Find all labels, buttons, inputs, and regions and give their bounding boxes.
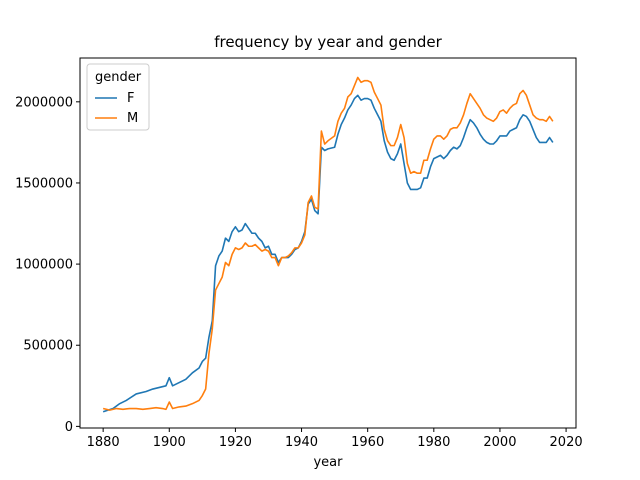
series-line-M: [102, 76, 554, 411]
x-tick-label-1920: 1920: [219, 435, 252, 450]
legend-label-F: F: [127, 91, 134, 106]
y-tick-label-0: 0: [65, 420, 73, 435]
plot-frame: [79, 57, 577, 429]
x-axis-ticks: 1880 1900 1920 1940 1960 1980 2000 2020: [87, 428, 583, 450]
legend-items: FM: [95, 91, 138, 126]
y-tick-label-500000: 500000: [23, 339, 73, 354]
chart-title: frequency by year and gender: [214, 33, 442, 51]
x-tick-label-2020: 2020: [550, 435, 583, 450]
y-tick-label-2000000: 2000000: [15, 95, 73, 110]
x-tick-label-1880: 1880: [87, 435, 120, 450]
x-tick-label-1940: 1940: [285, 435, 318, 450]
series-line-F: [102, 94, 554, 413]
x-tick-label-1980: 1980: [417, 435, 450, 450]
x-axis-label: year: [313, 455, 343, 470]
legend-label-M: M: [127, 111, 138, 126]
x-tick-label-1960: 1960: [351, 435, 384, 450]
y-tick-label-1500000: 1500000: [15, 176, 73, 191]
y-axis-ticks: 0 500000 1000000 1500000 2000000: [15, 95, 80, 435]
x-tick-label-1900: 1900: [153, 435, 186, 450]
legend-box: [86, 63, 150, 131]
legend-title: gender: [95, 70, 142, 85]
legend: gender FM: [86, 63, 150, 131]
plot-lines: [102, 76, 554, 413]
y-tick-label-1000000: 1000000: [15, 258, 73, 273]
x-tick-label-2000: 2000: [483, 435, 516, 450]
